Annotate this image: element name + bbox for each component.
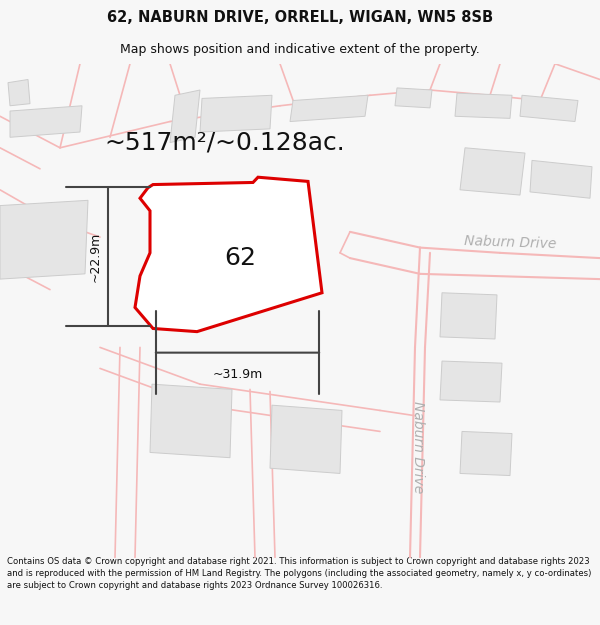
Text: ~22.9m: ~22.9m [89,231,102,282]
Text: ~31.9m: ~31.9m [212,368,263,381]
Text: Contains OS data © Crown copyright and database right 2021. This information is : Contains OS data © Crown copyright and d… [7,558,592,590]
Polygon shape [460,431,512,476]
Polygon shape [150,384,232,458]
Polygon shape [440,292,497,339]
Text: Map shows position and indicative extent of the property.: Map shows position and indicative extent… [120,43,480,56]
Polygon shape [455,93,512,118]
Polygon shape [200,95,272,132]
Text: Naburn Drive: Naburn Drive [464,234,556,251]
Polygon shape [270,405,342,474]
Text: 62, NABURN DRIVE, ORRELL, WIGAN, WN5 8SB: 62, NABURN DRIVE, ORRELL, WIGAN, WN5 8SB [107,11,493,26]
Polygon shape [170,90,200,142]
Polygon shape [290,95,368,121]
Text: Naburn Drive: Naburn Drive [411,401,425,493]
Polygon shape [210,202,282,261]
Polygon shape [8,79,30,106]
Polygon shape [460,148,525,195]
Polygon shape [10,106,82,138]
Polygon shape [395,88,432,108]
Text: ~517m²/~0.128ac.: ~517m²/~0.128ac. [104,131,346,154]
Polygon shape [440,361,502,402]
Polygon shape [135,177,322,332]
Polygon shape [0,201,88,279]
Polygon shape [530,161,592,198]
Text: 62: 62 [224,246,256,270]
Polygon shape [520,95,578,121]
